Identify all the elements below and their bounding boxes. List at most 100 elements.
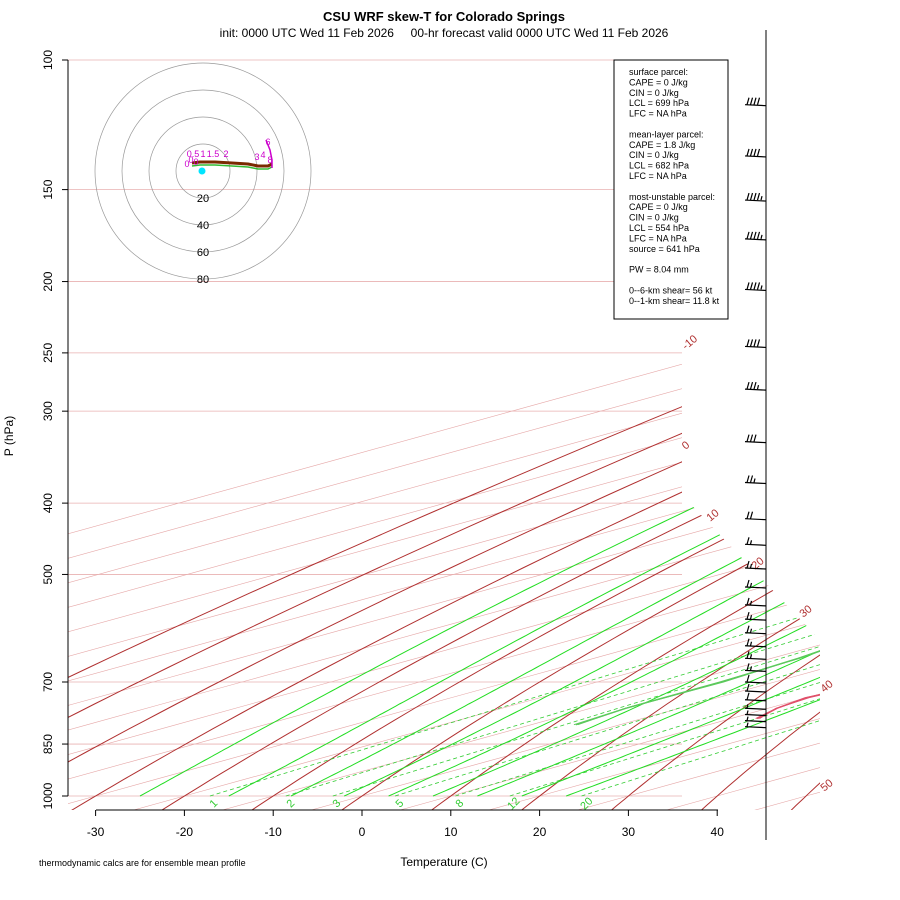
- wind-barb-flag: [749, 192, 754, 201]
- wind-barb: [744, 381, 767, 391]
- wind-barb: [744, 597, 767, 607]
- dry-adiabat-line: [609, 90, 820, 810]
- isotherm-line: [68, 60, 820, 810]
- stats-line: CIN = 0 J/kg: [629, 150, 679, 160]
- wind-barb: [744, 560, 767, 570]
- y-tick-label: 200: [41, 271, 55, 291]
- wind-barbs: [744, 97, 767, 729]
- wind-barb: [744, 97, 767, 107]
- wind-barb-flag: [753, 478, 756, 483]
- isotherm-line: [68, 60, 820, 810]
- wind-barb: [744, 148, 767, 158]
- stats-box-frame: [613, 59, 729, 320]
- wind-barb-flag: [746, 692, 750, 700]
- dry-adiabat-line: [699, 90, 820, 810]
- wind-barb: [744, 511, 767, 521]
- wind-barb: [744, 674, 767, 684]
- wind-barb-flag: [753, 282, 757, 290]
- isotherm-line: [68, 60, 820, 810]
- stats-line: mean-layer parcel:: [629, 129, 704, 139]
- mixing-ratio-line: [455, 502, 820, 797]
- wind-barb-flag: [749, 540, 753, 545]
- x-tick-label: 20: [533, 825, 547, 839]
- wind-barb-flag: [746, 97, 750, 105]
- y-tick-label: 850: [41, 734, 55, 754]
- moist-adiabat-line: [521, 352, 820, 797]
- wind-barb-flag: [756, 339, 761, 347]
- wind-barb-flag: [749, 641, 753, 646]
- hodograph-height-label: 3: [254, 152, 259, 162]
- x-tick-label: 0: [359, 825, 366, 839]
- wind-barb-flag: [746, 381, 750, 390]
- wind-barb-shaft: [744, 238, 767, 241]
- mixing-ratio-line: [509, 502, 820, 797]
- wind-barb-flag: [753, 381, 757, 390]
- y-tick-label: 100: [41, 50, 55, 70]
- stats-line: most-unstable parcel:: [629, 192, 715, 202]
- dry-adiabat-line: [339, 90, 820, 810]
- wind-barb: [744, 537, 767, 546]
- stats-line: LCL = 554 hPa: [629, 223, 689, 233]
- wind-barb-shaft: [744, 720, 767, 723]
- moist-adiabat-line: [343, 352, 820, 797]
- wind-barb-shaft: [744, 543, 767, 546]
- wind-barb-shaft: [744, 699, 767, 702]
- dry-adiabat-line: [69, 90, 820, 810]
- isotherm-line: [394, 60, 820, 810]
- wind-barb-flag: [746, 710, 749, 715]
- wind-barb-flag: [746, 579, 750, 588]
- wind-barb: [744, 722, 767, 729]
- wind-barb-flag: [756, 231, 761, 240]
- dry-adiabat-line: [159, 90, 820, 810]
- wind-barb-shaft: [744, 567, 767, 570]
- isotherm-line: [483, 60, 820, 810]
- wind-barb-flag: [746, 611, 750, 620]
- wind-barb-flag: [746, 511, 750, 519]
- hodograph-ring-label: 60: [197, 247, 209, 259]
- dry-adiabat-line: [68, 90, 820, 810]
- chart-subtitle: init: 0000 UTC Wed 11 Feb 2026 00-hr for…: [220, 26, 669, 40]
- hodograph-height-label: 0: [188, 155, 193, 165]
- wind-barb-flag: [746, 597, 750, 606]
- stats-line: PW = 8.04 mm: [629, 265, 689, 275]
- hodograph-ring-label: 20: [197, 193, 209, 205]
- stats-line: CAPE = 0 J/kg: [629, 77, 688, 87]
- wind-barb-flag: [753, 231, 757, 240]
- wind-barb-shaft: [744, 288, 767, 292]
- hodograph-height-label: 1: [200, 149, 205, 159]
- hodograph: 20 40 60 80 00 00.5 1 1.5 2 3 46 8: [94, 62, 312, 286]
- x-axis-label: Temperature (C): [400, 855, 487, 869]
- wind-barb-shaft: [744, 713, 767, 717]
- x-tick-label: 40: [711, 825, 725, 839]
- wind-barb-shaft: [744, 681, 767, 684]
- x-tick-label: 10: [444, 825, 458, 839]
- mixing-ratio-line: [394, 502, 820, 797]
- stats-line: LCL = 699 hPa: [629, 98, 689, 108]
- wind-barb: [744, 704, 767, 710]
- hodograph-trace: [265, 139, 273, 168]
- mixing-ratio-lines: [209, 502, 820, 797]
- wind-barb: [744, 434, 767, 444]
- wind-barb: [744, 638, 767, 648]
- wind-barb-flag: [746, 560, 750, 569]
- wind-barb-flag: [749, 614, 753, 620]
- wind-barb-flag: [749, 381, 754, 390]
- stats-line: LFC = NA hPa: [629, 171, 687, 181]
- wind-barb-shaft: [744, 632, 767, 635]
- stats-line: LFC = NA hPa: [629, 233, 687, 243]
- footnote: thermodynamic calcs are for ensemble mea…: [39, 858, 246, 868]
- stats-line: CAPE = 1.8 J/kg: [629, 140, 695, 150]
- wind-barb-shaft: [744, 518, 767, 521]
- wind-barb-shaft: [744, 669, 767, 672]
- y-tick-label: 300: [41, 401, 55, 421]
- wind-barb-shaft: [744, 199, 767, 202]
- x-tick-label: -30: [87, 825, 105, 839]
- moist-adiabat-line: [477, 352, 820, 797]
- wind-barb-flag: [746, 148, 750, 157]
- stats-line: 0--1-km shear= 11.8 kt: [629, 296, 720, 306]
- dry-adiabat-line: [68, 90, 820, 810]
- wind-barb-flag: [746, 282, 750, 290]
- wind-barb-flag: [749, 563, 753, 569]
